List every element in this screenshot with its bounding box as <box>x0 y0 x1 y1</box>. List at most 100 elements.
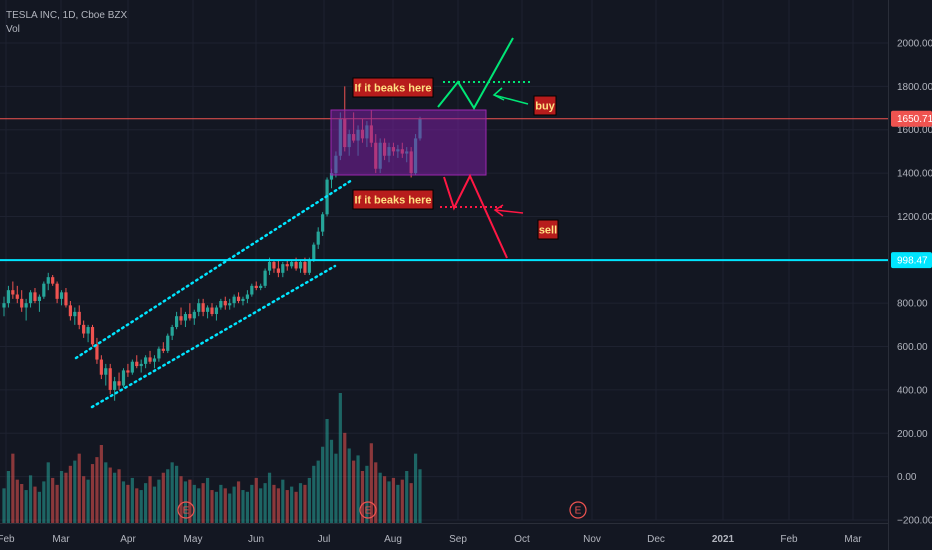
earnings-marker <box>359 501 377 519</box>
volume-bar <box>166 469 170 523</box>
candle-body <box>241 298 245 302</box>
candle-body <box>157 348 161 359</box>
candle-body <box>272 261 276 269</box>
volume-label: Vol <box>6 24 20 35</box>
candle-body <box>329 173 334 180</box>
volume-bar <box>334 453 338 523</box>
earnings-marker <box>177 501 195 519</box>
volume-bar <box>259 488 263 523</box>
volume-bar <box>82 476 86 523</box>
candle-body <box>197 303 201 312</box>
volume-bar <box>6 471 11 523</box>
volume-bar <box>338 393 342 523</box>
candle-body <box>108 368 112 390</box>
volume-bar <box>405 471 409 523</box>
price-tag-label: 998.47 <box>897 256 928 267</box>
y-tick-label: 1400.00 <box>897 169 932 180</box>
candle-body <box>73 311 77 317</box>
candle-body <box>95 344 99 360</box>
candle-body <box>161 348 165 351</box>
volume-bar <box>360 471 365 523</box>
volume-bar <box>298 483 303 523</box>
volume-bar <box>170 462 174 523</box>
buy-arrow-head <box>492 87 505 101</box>
candle-body <box>263 270 267 286</box>
volume-bar <box>113 472 117 523</box>
volume-bar <box>352 460 356 523</box>
annotation-box <box>533 95 557 116</box>
candle-body <box>152 358 157 362</box>
candle-body <box>281 264 285 273</box>
volume-bar <box>15 479 19 523</box>
candle-body <box>11 290 15 295</box>
volume-bar <box>205 477 210 523</box>
volume-bar <box>33 486 37 523</box>
candle-body <box>170 327 174 336</box>
volume-bar <box>232 486 236 523</box>
volume-bar <box>387 481 391 523</box>
candle-body <box>46 277 50 284</box>
volume-bar <box>99 445 103 523</box>
candle-body <box>68 305 72 317</box>
volume-bar <box>409 483 413 523</box>
volume-bar <box>307 477 311 523</box>
time-axis[interactable]: Feb Mar Apr May Jun Jul Aug Sep Oct Nov Dec 2021 Feb… <box>0 523 888 546</box>
volume-bar <box>121 481 126 523</box>
candle-body <box>259 285 263 289</box>
earnings-marker-label: E <box>365 506 372 517</box>
volume-bar <box>250 484 254 523</box>
candle-body <box>99 359 103 375</box>
volume-bar <box>73 460 77 523</box>
earnings-marker-label: E <box>183 506 190 517</box>
volume-bar <box>117 469 121 523</box>
volume-bar <box>294 491 298 523</box>
candle-body <box>276 268 280 273</box>
candle-body <box>174 316 179 328</box>
x-tick-label: Nov <box>583 534 601 545</box>
volume-bar <box>144 483 148 523</box>
volume-bar <box>365 465 369 523</box>
volume-bar <box>46 462 50 523</box>
volume-bar <box>241 490 245 523</box>
volume-bars <box>2 393 422 523</box>
candle-body <box>121 370 126 386</box>
y-tick-label: 1800.00 <box>897 82 932 93</box>
volume-bar <box>382 476 387 523</box>
candle-body <box>51 277 55 284</box>
annotation-box <box>352 189 434 210</box>
volume-bar <box>157 479 161 523</box>
volume-bar <box>400 479 404 523</box>
volume-bar <box>192 484 196 523</box>
candle-body <box>15 294 19 299</box>
candle-body <box>139 363 143 367</box>
volume-bar <box>329 439 334 523</box>
annotation-label: If it beaks here <box>354 83 431 95</box>
volume-bar <box>347 448 351 523</box>
volume-bar <box>391 477 396 523</box>
candle-body <box>201 303 205 312</box>
volume-bar <box>20 484 24 523</box>
candle-body <box>232 296 236 304</box>
volume-bar <box>161 472 165 523</box>
volume-bar <box>254 477 258 523</box>
x-tick-label: Mar <box>52 534 70 545</box>
y-tick-label: 0.00 <box>897 472 917 483</box>
volume-bar <box>312 465 316 523</box>
volume-bar <box>272 484 276 523</box>
volume-bar <box>104 462 108 523</box>
volume-bar <box>281 479 285 523</box>
price-axis[interactable]: 2000.001800.001600.001400.001200.001000.… <box>888 0 932 550</box>
volume-bar <box>24 490 28 523</box>
volume-bar <box>396 484 400 523</box>
x-tick-label: Apr <box>120 534 136 545</box>
candle-body <box>321 214 325 232</box>
candle-body <box>307 259 311 273</box>
candle-body <box>37 296 42 302</box>
volume-bar <box>276 488 280 523</box>
volume-bar <box>108 467 112 523</box>
candle-body <box>117 381 121 386</box>
candle-body <box>316 231 320 245</box>
volume-bar <box>378 472 382 523</box>
